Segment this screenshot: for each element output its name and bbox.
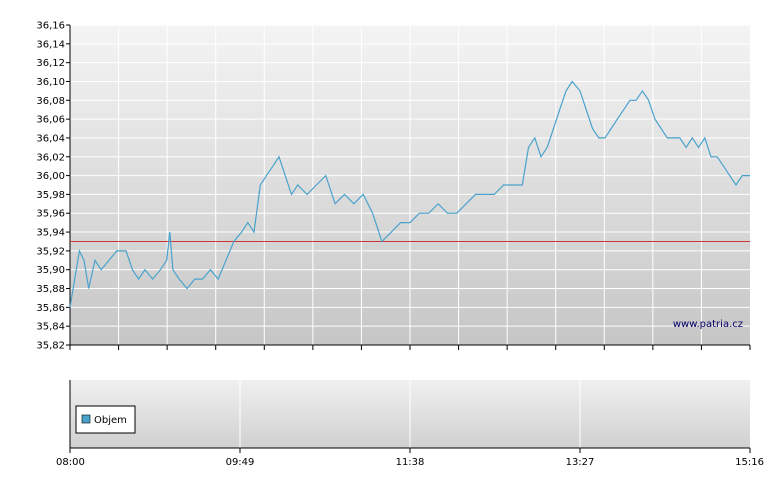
y-tick-label: 35,96 [36,209,65,220]
y-tick-label: 36,14 [36,39,65,50]
x-tick-label: 15:16 [735,457,764,468]
y-tick-label: 35,84 [36,322,65,333]
y-tick-label: 35,88 [36,284,65,295]
volume-legend: Objem [75,405,136,434]
y-tick-label: 35,92 [36,246,65,257]
watermark-label: www.patria.cz [673,319,743,330]
y-tick-label: 35,94 [36,228,65,239]
price-y-axis: 36,16 36,14 36,12 36,10 36,08 36,06 36,04 36,02… [36,21,70,352]
y-tick-label: 36,04 [36,133,65,144]
x-tick-label: 09:49 [226,457,255,468]
price-panel: 36,16 36,14 36,12 36,10 36,08 36,06 36,04 36,02… [36,21,751,352]
y-tick-label: 36,00 [36,171,65,182]
legend-swatch [81,414,91,424]
y-tick-label: 36,08 [36,96,65,107]
y-tick-label: 36,12 [36,58,65,69]
price-series-line [69,80,750,308]
y-tick-label: 36,06 [36,115,65,126]
volume-panel: Objem 08:00 09:49 11:38 13:27 15:16 [56,380,764,468]
y-tick-label: 35,82 [36,341,65,352]
y-tick-label: 36,10 [36,77,65,88]
volume-grid [239,380,581,448]
y-tick-label: 36,02 [36,152,65,163]
legend-label: Objem [94,415,127,426]
x-tick-label: 11:38 [396,457,425,468]
y-tick-label: 35,98 [36,190,65,201]
y-tick-label: 36,16 [36,21,65,32]
price-grid [69,24,751,350]
x-tick-label: 08:00 [56,457,85,468]
volume-x-axis: 08:00 09:49 11:38 13:27 15:16 [56,448,764,468]
y-tick-label: 35,86 [36,303,65,314]
x-tick-label: 13:27 [566,457,595,468]
y-tick-label: 35,90 [36,265,65,276]
